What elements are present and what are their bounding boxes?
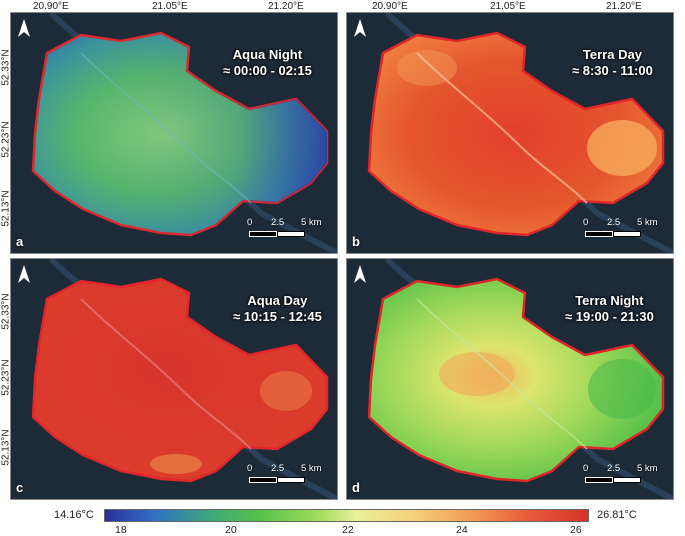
north-arrow-icon [354,265,366,283]
panel-d-time: ≈ 19:00 - 21:30 [565,309,654,324]
temperature-color-bar [104,509,589,522]
panel-a-time: ≈ 00:00 - 02:15 [223,63,312,78]
city-heat-map-c [31,259,337,499]
north-arrow-icon [18,19,30,37]
lon-label-1: 20.90°E [33,1,69,12]
panel-d-letter: d [352,480,360,495]
legend-max-label: 26.81°C [597,509,637,521]
map-panel-b: Terra Day ≈ 8:30 - 11:00 b 0 2.5 5 km [346,12,674,254]
legend-tick-26: 26 [570,524,582,536]
panel-c-letter: c [16,480,24,495]
legend-tick-24: 24 [456,524,468,536]
north-arrow-icon [354,19,366,37]
panel-c-title: Aqua Day ≈ 10:15 - 12:45 [233,293,322,325]
city-heat-map-d [367,259,673,499]
legend-min-label: 14.16°C [54,509,94,521]
panel-a-title-text: Aqua Night [232,47,303,62]
scale-mid: 2.5 [271,463,285,474]
scale-zero: 0 [583,463,589,474]
scale-bar-c: 0 2.5 5 km [247,463,322,487]
scale-zero: 0 [583,217,589,228]
panel-d-title-text: Terra Night [575,293,644,308]
panel-a-letter: a [16,234,24,249]
lon-label-2: 21.05°E [152,1,188,12]
scale-mid: 2.5 [607,463,621,474]
scale-bar-b: 0 2.5 5 km [583,217,658,241]
scale-mid: 2.5 [271,217,285,228]
legend-tick-18: 18 [115,524,127,536]
scale-bar-a: 0 2.5 5 km [247,217,322,241]
panel-b-title: Terra Day ≈ 8:30 - 11:00 [572,47,653,79]
panel-c-title-text: Aqua Day [247,293,308,308]
panel-b-title-text: Terra Day [582,47,642,62]
city-heat-map-b [367,13,673,253]
scale-end: 5 km [301,463,322,474]
scale-zero: 0 [247,217,253,228]
legend-tick-22: 22 [342,524,354,536]
scale-end: 5 km [637,217,658,228]
scale-end: 5 km [637,463,658,474]
lon-label-4: 20.90°E [372,1,408,12]
panel-b-letter: b [352,234,360,249]
panel-d-title: Terra Night ≈ 19:00 - 21:30 [565,293,654,325]
scale-end: 5 km [301,217,322,228]
map-panel-a: Aqua Night ≈ 00:00 - 02:15 a 0 2.5 5 km [10,12,338,254]
legend-tick-20: 20 [225,524,237,536]
lon-label-6: 21.20°E [606,1,642,12]
map-panel-d: Terra Night ≈ 19:00 - 21:30 d 0 2.5 5 km [346,258,674,500]
panel-b-time: ≈ 8:30 - 11:00 [572,63,653,78]
panel-a-title: Aqua Night ≈ 00:00 - 02:15 [223,47,312,79]
lon-label-3: 21.20°E [268,1,304,12]
city-heat-map-a [31,13,337,253]
north-arrow-icon [18,265,30,283]
panel-c-time: ≈ 10:15 - 12:45 [233,309,322,324]
scale-bar-d: 0 2.5 5 km [583,463,658,487]
scale-mid: 2.5 [607,217,621,228]
scale-zero: 0 [247,463,253,474]
lon-label-5: 21.05°E [490,1,526,12]
map-panel-c: Aqua Day ≈ 10:15 - 12:45 c 0 2.5 5 km [10,258,338,500]
